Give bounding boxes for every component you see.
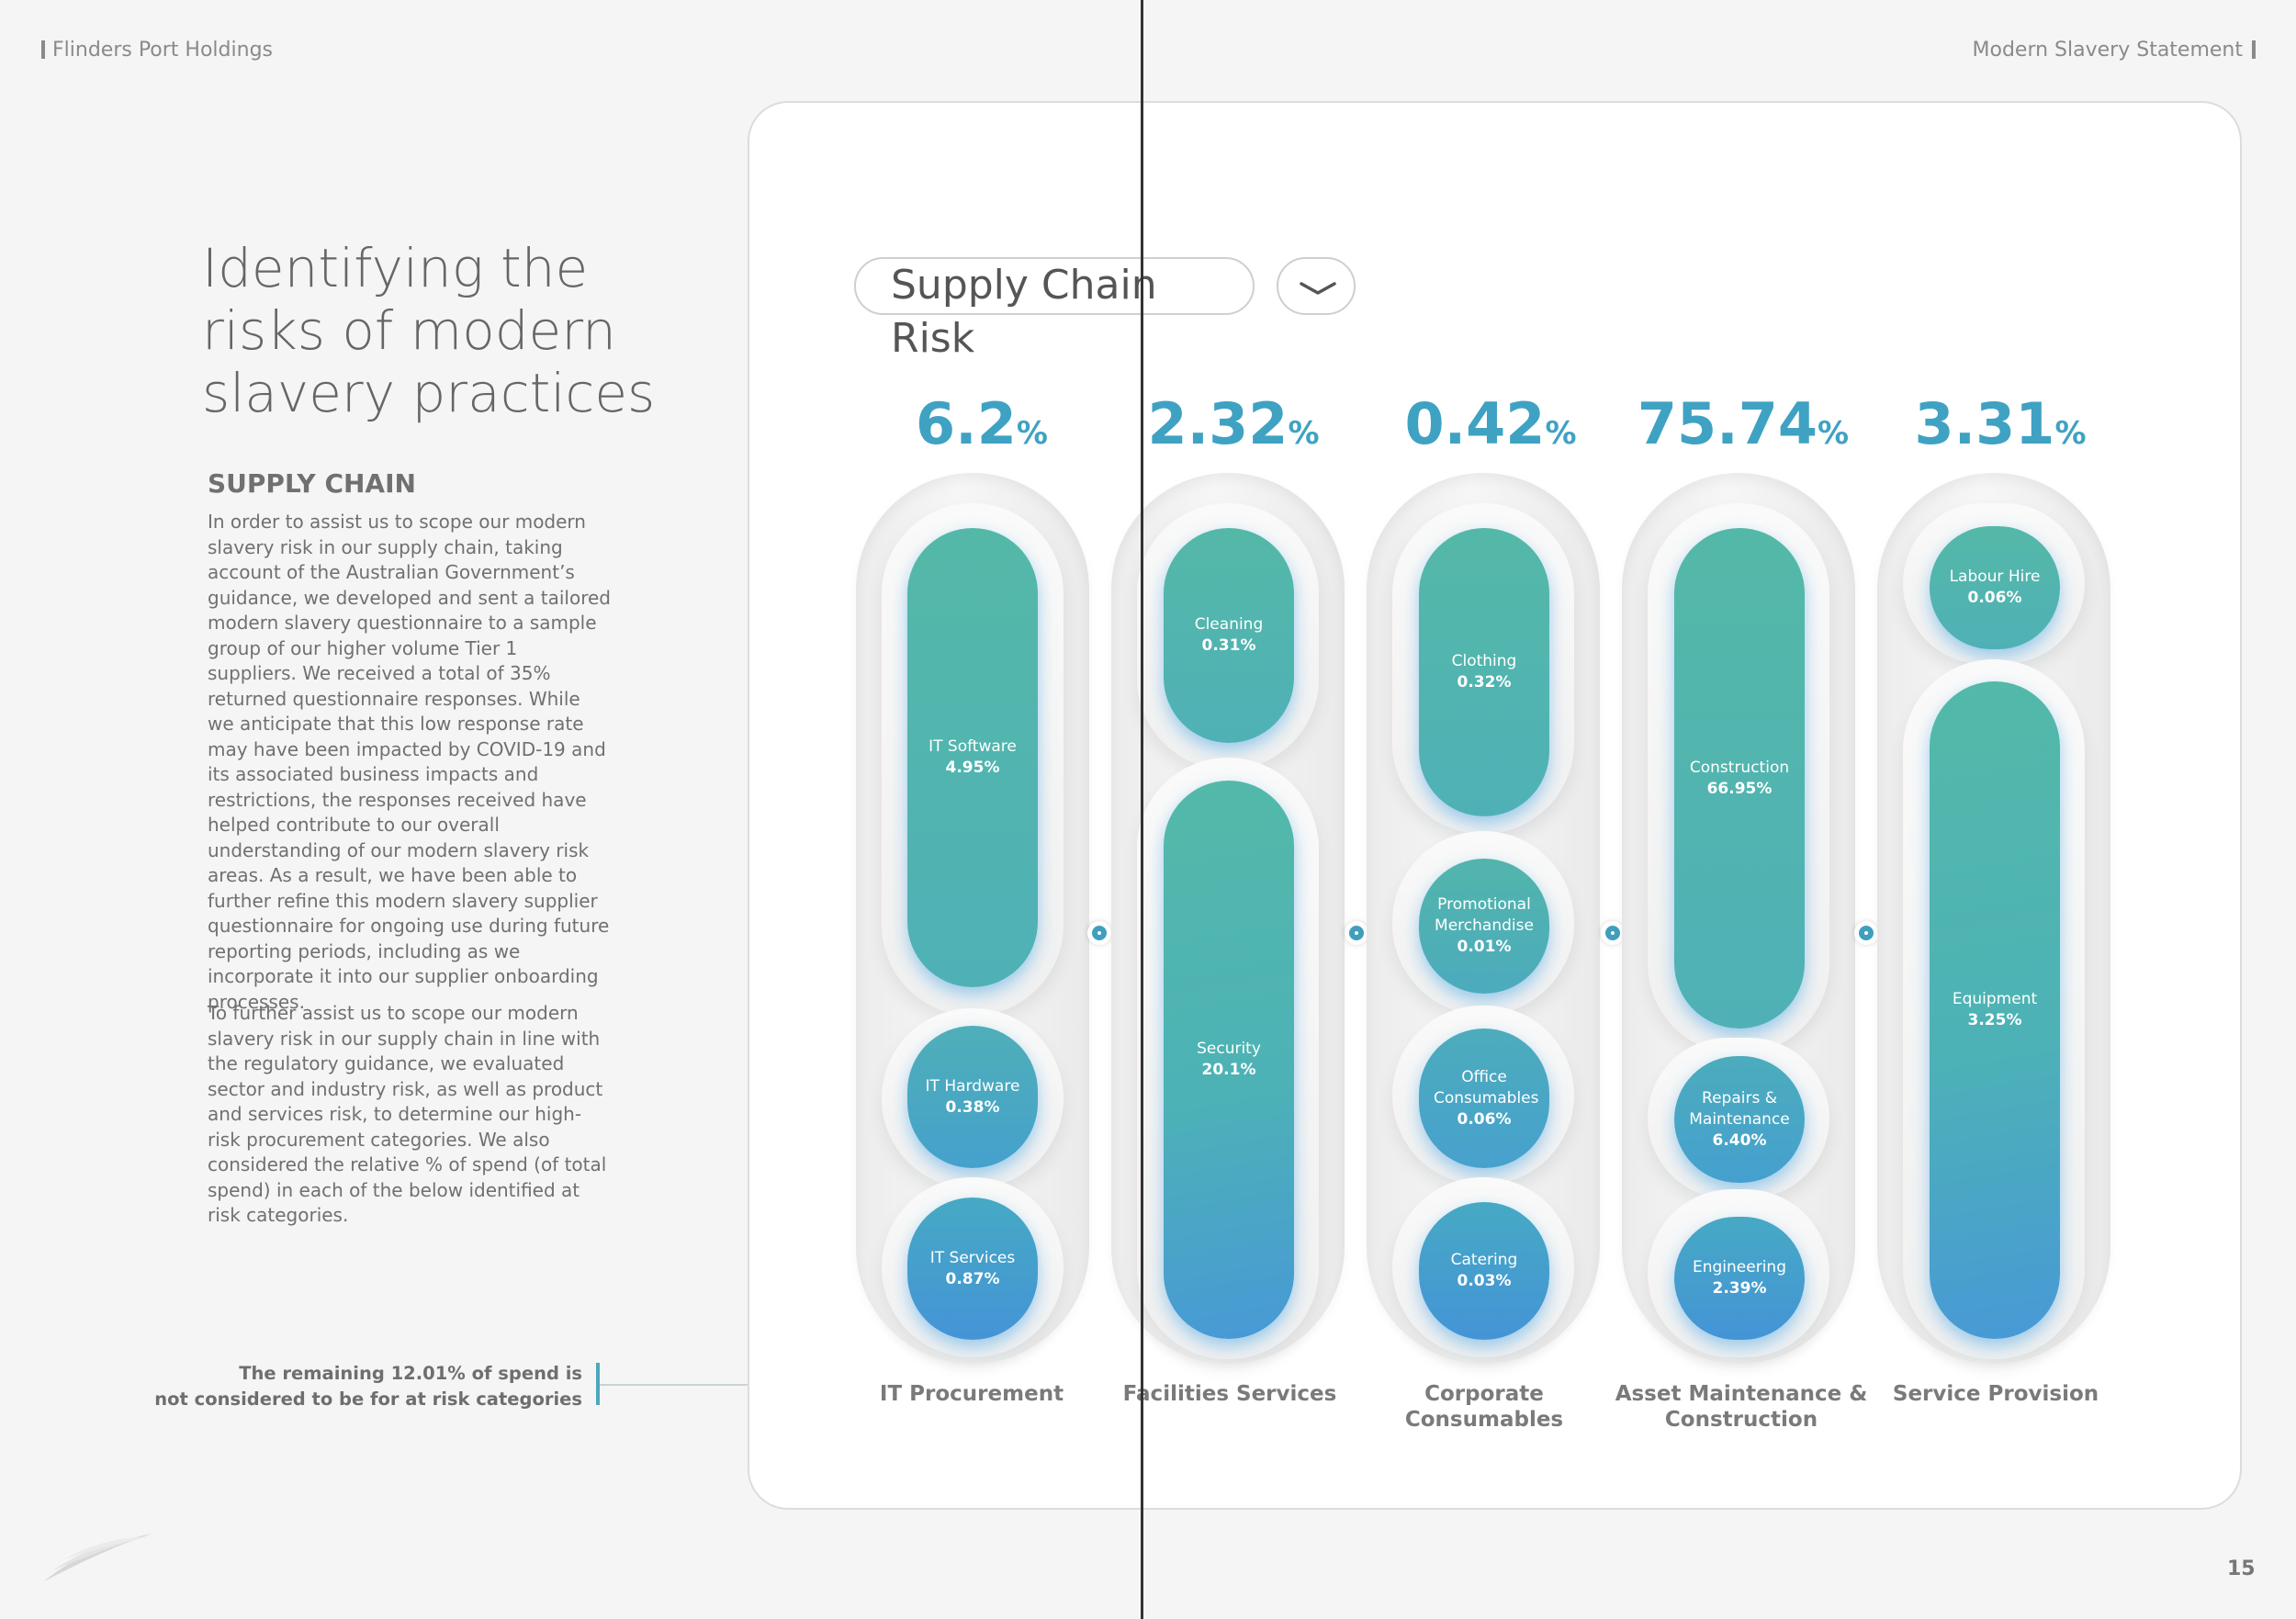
pill-cleaning[interactable]: Cleaning 0.31% [1164,528,1294,743]
page-title: Identifying the risks of modern slavery … [202,237,656,424]
pill-equipment[interactable]: Equipment 3.25% [1930,681,2060,1339]
company-logo [44,1534,152,1581]
chevron-down-icon [1300,282,1336,295]
connector-dot-2 [1345,921,1368,945]
page-fold-line [1141,0,1143,1619]
pill-construction[interactable]: Construction 66.95% [1674,528,1805,1029]
header-left: Flinders Port Holdings [41,39,273,62]
dropdown-button[interactable] [1277,257,1356,315]
pill-it-hardware[interactable]: IT Hardware 0.38% [907,1026,1038,1168]
remaining-note-accent-bar [596,1363,600,1405]
category-label-facilities-services: Facilities Services [1122,1382,1337,1406]
company-name: Flinders Port Holdings [52,39,273,62]
connector-dot-3 [1601,921,1625,945]
risk-selector[interactable]: Supply Chain Risk [854,257,1255,362]
header-bar-mark-right [2252,40,2256,59]
pill-clothing[interactable]: Clothing 0.32% [1419,528,1549,816]
pill-security[interactable]: Security 20.1% [1164,781,1294,1339]
page-number: 15 [2227,1557,2256,1580]
category-label-service-provision: Service Provision [1892,1382,2099,1406]
pill-it-services[interactable]: IT Services 0.87% [907,1197,1038,1340]
remaining-note-connector [600,1384,748,1386]
pill-office-consumables[interactable]: Office Consumables 0.06% [1419,1029,1549,1168]
pill-engineering[interactable]: Engineering 2.39% [1674,1217,1805,1340]
pill-catering[interactable]: Catering 0.03% [1419,1202,1549,1340]
connector-dot-4 [1854,921,1878,945]
total-facilities-services: 2.32% [1147,390,1320,457]
section-heading: SUPPLY CHAIN [208,468,416,499]
pill-it-software[interactable]: IT Software 4.95% [907,528,1038,987]
total-asset-maintenance: 75.74% [1637,390,1850,457]
remaining-note-line1: The remaining 12.01% of spend is [239,1363,582,1384]
pill-repairs-maintenance[interactable]: Repairs & Maintenance 6.40% [1674,1056,1805,1183]
body-paragraph-2: To further assist us to scope our modern… [208,1002,607,1226]
category-label-corporate-consumables: Corporate Consumables [1404,1382,1564,1432]
pill-labour-hire[interactable]: Labour Hire 0.06% [1930,526,2060,649]
body-paragraph-1: In order to assist us to scope our moder… [208,511,612,1013]
total-it-procurement: 6.2% [916,390,1048,457]
pill-promotional-merchandise[interactable]: Promotional Merchandise 0.01% [1419,859,1549,994]
document-title: Modern Slavery Statement [1972,39,2243,62]
total-service-provision: 3.31% [1914,390,2087,457]
category-label-it-procurement: IT Procurement [879,1382,1064,1406]
header-bar-mark [41,40,45,59]
remaining-note-line2: not considered to be for at risk categor… [154,1389,582,1410]
connector-dot-1 [1087,921,1111,945]
total-corporate-consumables: 0.42% [1404,390,1577,457]
category-label-asset-maintenance: Asset Maintenance & Construction [1615,1382,1868,1432]
remaining-note: The remaining 12.01% of spend is not con… [154,1361,582,1412]
header-right: Modern Slavery Statement [1973,39,2256,62]
